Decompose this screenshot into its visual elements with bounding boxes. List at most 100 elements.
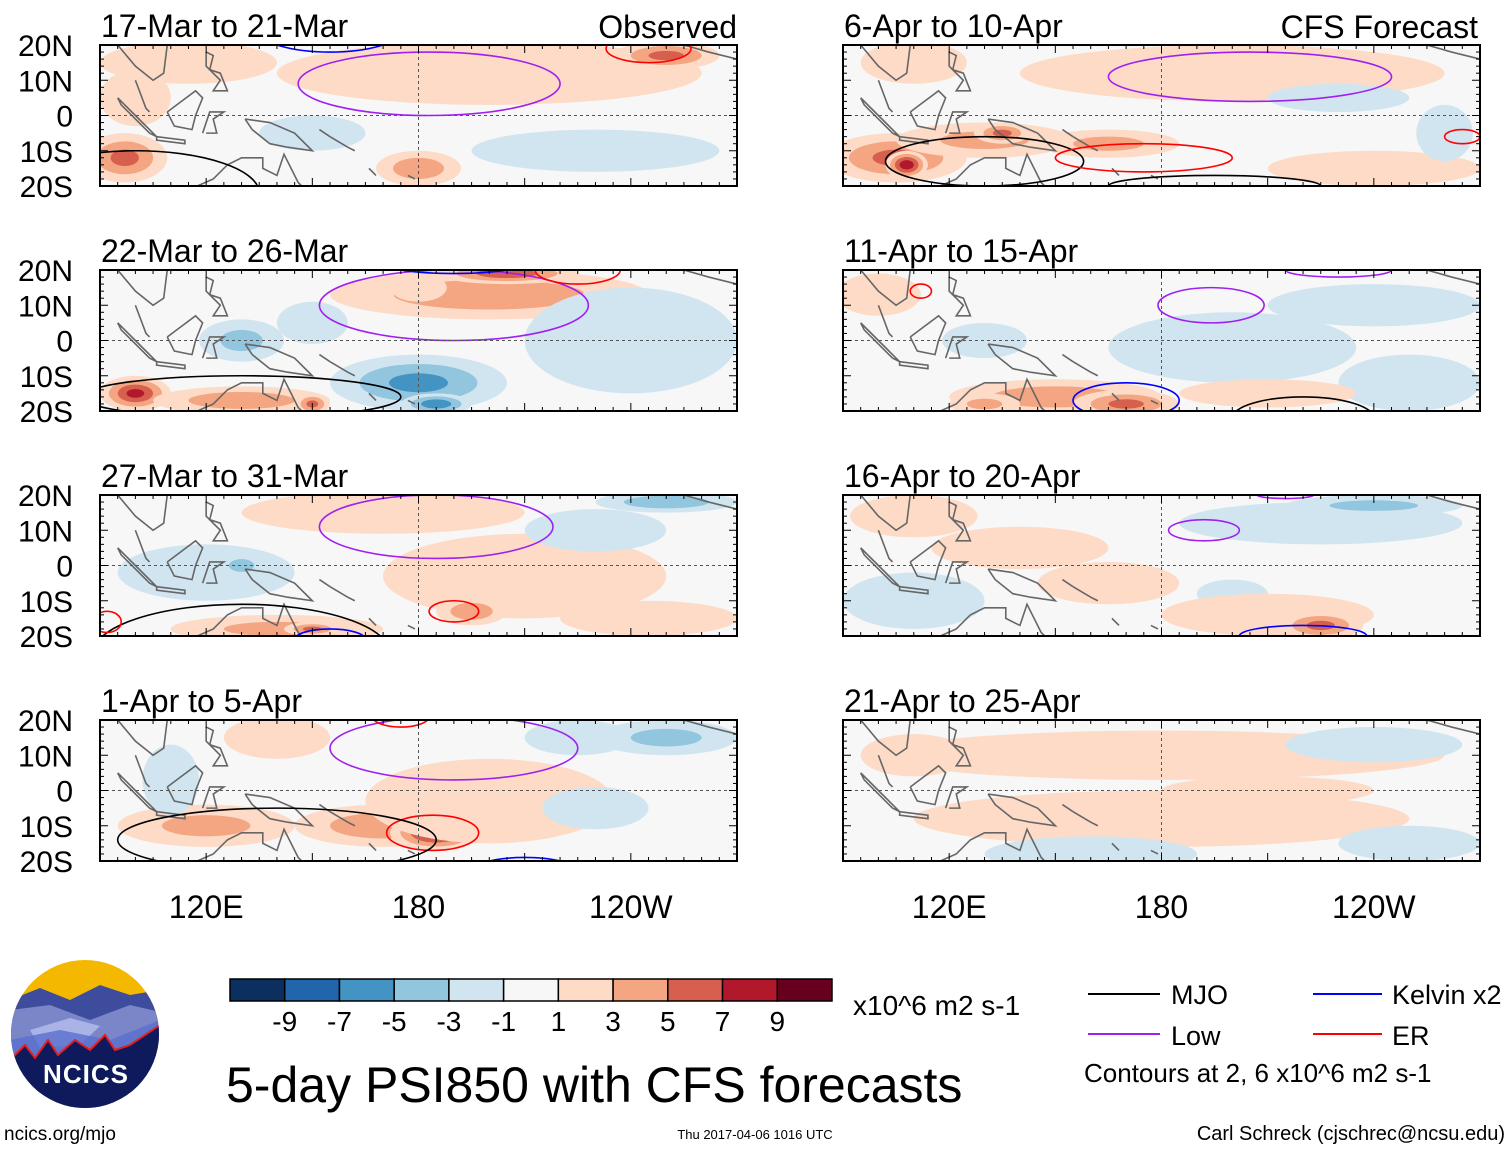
- colorbar-swatch: [776, 978, 833, 1002]
- coastline: [368, 617, 377, 626]
- logo-text: NCICS: [43, 1059, 129, 1089]
- mjo-contour: [1272, 635, 1299, 636]
- coastline: [195, 377, 303, 411]
- coastline: [1150, 399, 1159, 405]
- coastline: [407, 849, 416, 855]
- anomaly-shading: [471, 129, 720, 172]
- colorbar-label: -9: [272, 1006, 297, 1037]
- coastline: [318, 128, 331, 138]
- anomaly-shading: [1267, 150, 1480, 186]
- anomaly-shading: [630, 728, 702, 747]
- coastline: [116, 547, 158, 588]
- map-frame: [842, 44, 1481, 187]
- panel-title: 11-Apr to 15-Apr: [844, 233, 1079, 269]
- legend: MJO Kelvin x2 Low ER Contours at 2, 6 x1…: [1084, 980, 1502, 1088]
- lat-label: 20N: [18, 255, 73, 288]
- er-contour: [605, 45, 692, 64]
- coastline: [195, 827, 303, 861]
- coastline: [329, 360, 356, 377]
- coastline: [860, 270, 912, 307]
- coastline: [948, 276, 972, 317]
- coastline: [1111, 842, 1120, 851]
- coastline: [948, 501, 972, 542]
- coastline: [859, 772, 901, 813]
- coastline: [683, 45, 737, 60]
- map-panel: 11-Apr to 15-Apr: [842, 233, 1481, 412]
- lon-label: 120W: [1332, 889, 1416, 925]
- anomaly-shading: [1179, 379, 1357, 408]
- anomaly-shading: [560, 600, 737, 636]
- anomaly-shading: [1037, 561, 1180, 605]
- coastline: [860, 495, 912, 532]
- footer-timestamp: Thu 2017-04-06 1016 UTC: [677, 1127, 832, 1142]
- ncics-logo: NCICS: [11, 960, 159, 1108]
- coastline: [195, 602, 303, 636]
- anomaly-shading: [942, 322, 1028, 359]
- lat-label: 20S: [20, 846, 73, 879]
- coastline: [1150, 849, 1159, 855]
- colorbar-swatch: [667, 978, 724, 1002]
- er-contour: [909, 283, 933, 300]
- coastline: [859, 322, 901, 363]
- coastline: [318, 353, 331, 363]
- anomaly-shading: [843, 572, 985, 629]
- coastline: [368, 392, 377, 401]
- coastline: [155, 810, 186, 820]
- colorbar-label: -5: [382, 1006, 407, 1037]
- coastline: [860, 45, 912, 82]
- er-contour: [373, 720, 429, 728]
- coastline: [938, 602, 1046, 636]
- panel-title: 6-Apr to 10-Apr: [844, 8, 1063, 44]
- anomaly-shading: [850, 495, 978, 538]
- coastline: [1061, 353, 1074, 363]
- anomaly-shading: [1329, 500, 1419, 511]
- coastline: [134, 754, 151, 788]
- colorbar-label: -7: [327, 1006, 352, 1037]
- coastline: [1061, 578, 1074, 588]
- coastline: [948, 726, 972, 767]
- kelvin-contour: [1072, 382, 1180, 411]
- legend-note: Contours at 2, 6 x10^6 m2 s-1: [1084, 1058, 1431, 1088]
- coastline: [877, 529, 894, 563]
- coastline: [117, 720, 169, 757]
- header-forecast: CFS Forecast: [1281, 9, 1478, 45]
- lon-label: 180: [1135, 889, 1188, 925]
- coastline: [155, 360, 186, 370]
- coastline: [898, 585, 929, 595]
- coastline: [166, 539, 204, 581]
- legend-low-label: Low: [1171, 1021, 1221, 1051]
- lat-label: 10S: [20, 361, 73, 394]
- coastline: [898, 810, 929, 820]
- coastline: [407, 174, 416, 180]
- colorbar: -9 -7 -5 -3 -1 1 3 5 7 9: [229, 978, 833, 1037]
- anomaly-shading: [126, 388, 145, 398]
- colorbar-label: 7: [715, 1006, 731, 1037]
- anomaly-shading: [1416, 104, 1473, 162]
- footer-url[interactable]: ncics.org/mjo: [4, 1124, 116, 1145]
- lat-label: 0: [56, 101, 73, 134]
- er-contour: [534, 270, 622, 285]
- er-contour: [385, 814, 480, 852]
- coastline: [117, 495, 169, 532]
- coastline: [938, 377, 1046, 411]
- anomaly-shading: [393, 157, 444, 179]
- coastline: [1111, 392, 1120, 401]
- longitude-labels: 120E 180 120W 120E 180 120W: [169, 889, 1417, 925]
- coastline: [987, 793, 1058, 827]
- legend-er-label: ER: [1392, 1021, 1430, 1051]
- anomaly-shading: [1108, 312, 1357, 383]
- map-frame: [842, 494, 1481, 637]
- coastline: [987, 568, 1058, 602]
- panel-title: 21-Apr to 25-Apr: [844, 683, 1081, 719]
- colorbar-swatch: [229, 978, 286, 1002]
- lat-label: 10S: [20, 811, 73, 844]
- mjo-contour: [100, 149, 259, 186]
- er-contour: [428, 599, 480, 623]
- coastline: [1111, 617, 1120, 626]
- coastline: [134, 304, 151, 338]
- coastline: [683, 720, 737, 735]
- anomaly-shading: [110, 149, 139, 167]
- lat-label: 20N: [18, 480, 73, 513]
- anomaly-shading: [1338, 825, 1480, 861]
- anomaly-shading: [276, 301, 348, 345]
